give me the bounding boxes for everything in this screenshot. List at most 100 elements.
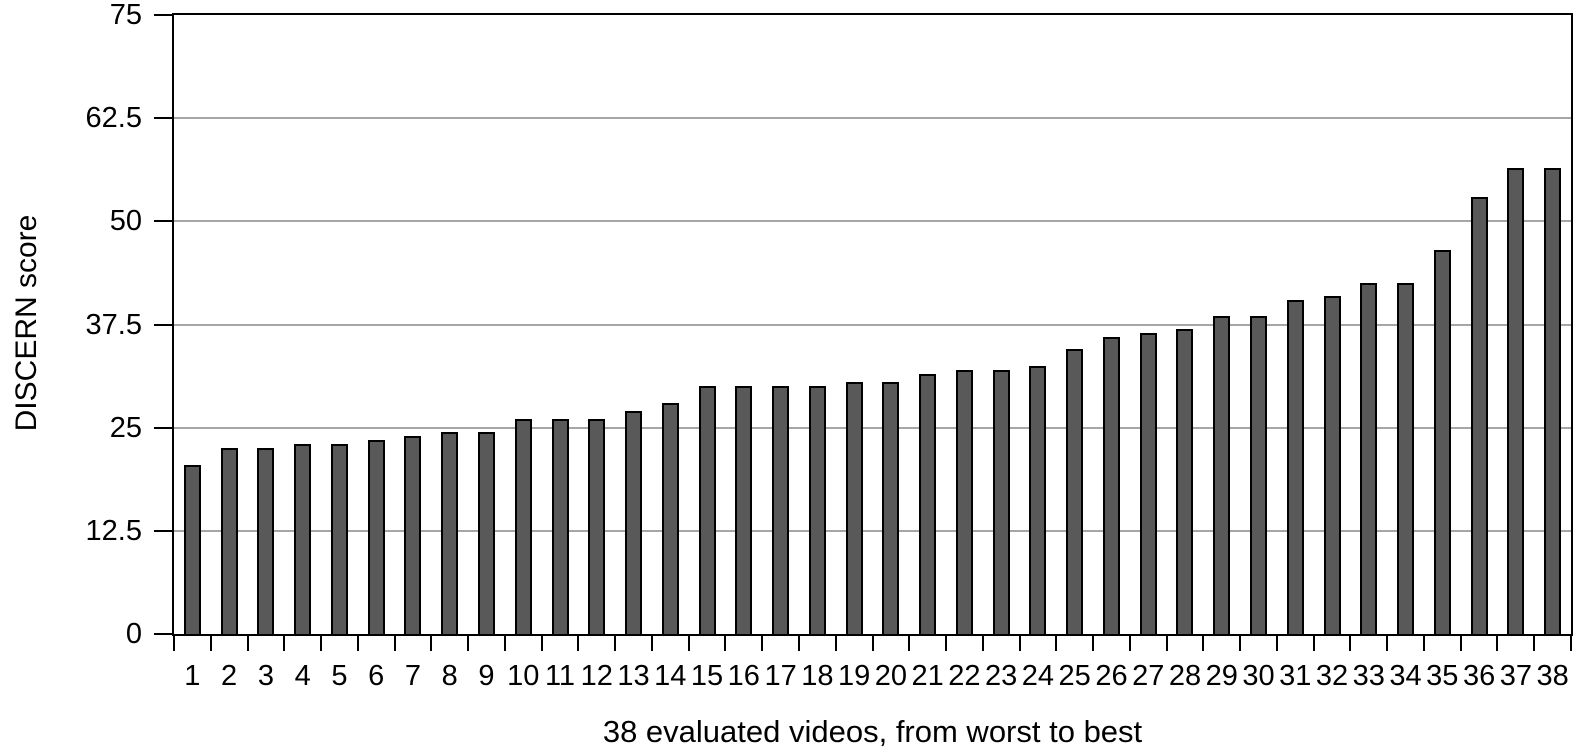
y-tick-mark — [154, 426, 172, 429]
x-tick-label: 35 — [1426, 660, 1459, 692]
x-tick-mark — [1349, 634, 1352, 651]
y-gridline — [174, 426, 1571, 429]
x-tick-label: 6 — [368, 660, 385, 692]
plot-area — [172, 13, 1573, 636]
x-tick-mark — [724, 634, 727, 651]
x-tick-mark — [1275, 634, 1278, 651]
x-tick-mark — [945, 634, 948, 651]
x-tick-label: 13 — [617, 660, 650, 692]
x-tick-mark — [1018, 634, 1021, 651]
x-tick-label: 16 — [727, 660, 760, 692]
x-tick-label: 18 — [801, 660, 834, 692]
bar — [735, 386, 753, 634]
x-tick-label: 21 — [911, 660, 944, 692]
x-tick-label: 4 — [294, 660, 311, 692]
x-tick-mark — [1128, 634, 1131, 651]
x-tick-label: 15 — [690, 660, 724, 692]
x-axis-title: 38 evaluated videos, from worst to best — [602, 714, 1143, 749]
x-tick-mark — [356, 634, 359, 651]
y-tick-label: 25 — [109, 411, 142, 444]
x-tick-mark — [577, 634, 580, 651]
x-tick-mark — [1386, 634, 1389, 651]
x-tick-mark — [1533, 634, 1536, 651]
x-tick-label: 7 — [404, 660, 422, 692]
x-tick-mark — [1092, 634, 1095, 651]
x-tick-mark — [834, 634, 837, 651]
bar — [1360, 283, 1378, 634]
x-tick-label: 26 — [1095, 660, 1128, 692]
x-tick-label: 30 — [1242, 660, 1275, 692]
bar — [661, 403, 679, 634]
bar — [404, 436, 422, 634]
x-tick-mark — [430, 634, 433, 651]
x-tick-label: 1 — [184, 660, 201, 692]
x-tick-label: 14 — [654, 660, 687, 692]
y-tick-mark — [154, 117, 172, 120]
bar — [1544, 168, 1562, 634]
x-tick-label: 12 — [580, 660, 613, 692]
y-tick-label: 12.5 — [85, 514, 142, 547]
x-tick-mark — [687, 634, 690, 651]
x-tick-label: 8 — [441, 660, 458, 692]
bar — [1102, 337, 1120, 634]
x-tick-label: 29 — [1205, 660, 1238, 692]
bar — [294, 444, 312, 634]
x-tick-label: 17 — [764, 660, 797, 692]
x-tick-label: 34 — [1389, 660, 1422, 692]
x-tick-label: 33 — [1352, 660, 1385, 692]
bar — [588, 419, 606, 634]
x-tick-mark — [1570, 634, 1572, 651]
y-tick-mark — [154, 323, 172, 326]
x-tick-label: 22 — [948, 660, 981, 692]
x-tick-label: 11 — [544, 660, 576, 692]
x-tick-mark — [246, 634, 249, 651]
y-gridline — [174, 220, 1571, 223]
x-tick-label: 9 — [478, 660, 495, 692]
y-tick-mark — [154, 14, 172, 16]
x-tick-mark — [503, 634, 506, 651]
y-gridline — [174, 117, 1571, 120]
x-tick-mark — [467, 634, 470, 651]
bar — [367, 440, 385, 634]
bar — [1507, 168, 1525, 634]
y-tick-label: 50 — [109, 205, 142, 238]
x-tick-mark — [1239, 634, 1242, 651]
y-tick-label: 37.5 — [85, 308, 142, 341]
bar — [698, 386, 716, 634]
x-tick-mark — [1055, 634, 1058, 651]
bar — [330, 444, 348, 634]
bar — [477, 432, 495, 634]
y-gridline — [174, 529, 1571, 532]
x-tick-label: 2 — [221, 660, 238, 692]
x-tick-mark — [283, 634, 286, 651]
y-tick-mark — [154, 529, 172, 532]
bar — [919, 374, 937, 634]
y-axis-title: DISCERN score — [10, 214, 43, 432]
y-tick-mark — [154, 633, 172, 635]
x-tick-label: 38 — [1536, 660, 1569, 692]
x-tick-mark — [761, 634, 764, 651]
x-tick-mark — [908, 634, 911, 651]
bar — [1286, 300, 1304, 634]
x-tick-mark — [1202, 634, 1205, 651]
x-tick-label: 36 — [1462, 660, 1496, 692]
bar — [772, 386, 790, 634]
bar — [1323, 296, 1341, 634]
y-tick-label: 0 — [125, 618, 142, 650]
x-tick-mark — [1422, 634, 1425, 651]
x-tick-mark — [1496, 634, 1499, 651]
x-tick-label: 20 — [874, 660, 907, 692]
bar — [1250, 316, 1267, 634]
x-tick-label: 37 — [1499, 660, 1532, 692]
x-tick-mark — [614, 634, 617, 651]
x-tick-mark — [540, 634, 543, 651]
x-tick-mark — [1165, 634, 1168, 651]
bar — [257, 448, 275, 634]
bar — [955, 370, 973, 634]
x-tick-label: 24 — [1021, 660, 1055, 692]
x-tick-label: 27 — [1132, 660, 1165, 692]
x-tick-mark — [871, 634, 874, 651]
bar — [992, 370, 1010, 634]
bar — [514, 419, 532, 634]
y-tick-label: 62.5 — [85, 102, 142, 135]
